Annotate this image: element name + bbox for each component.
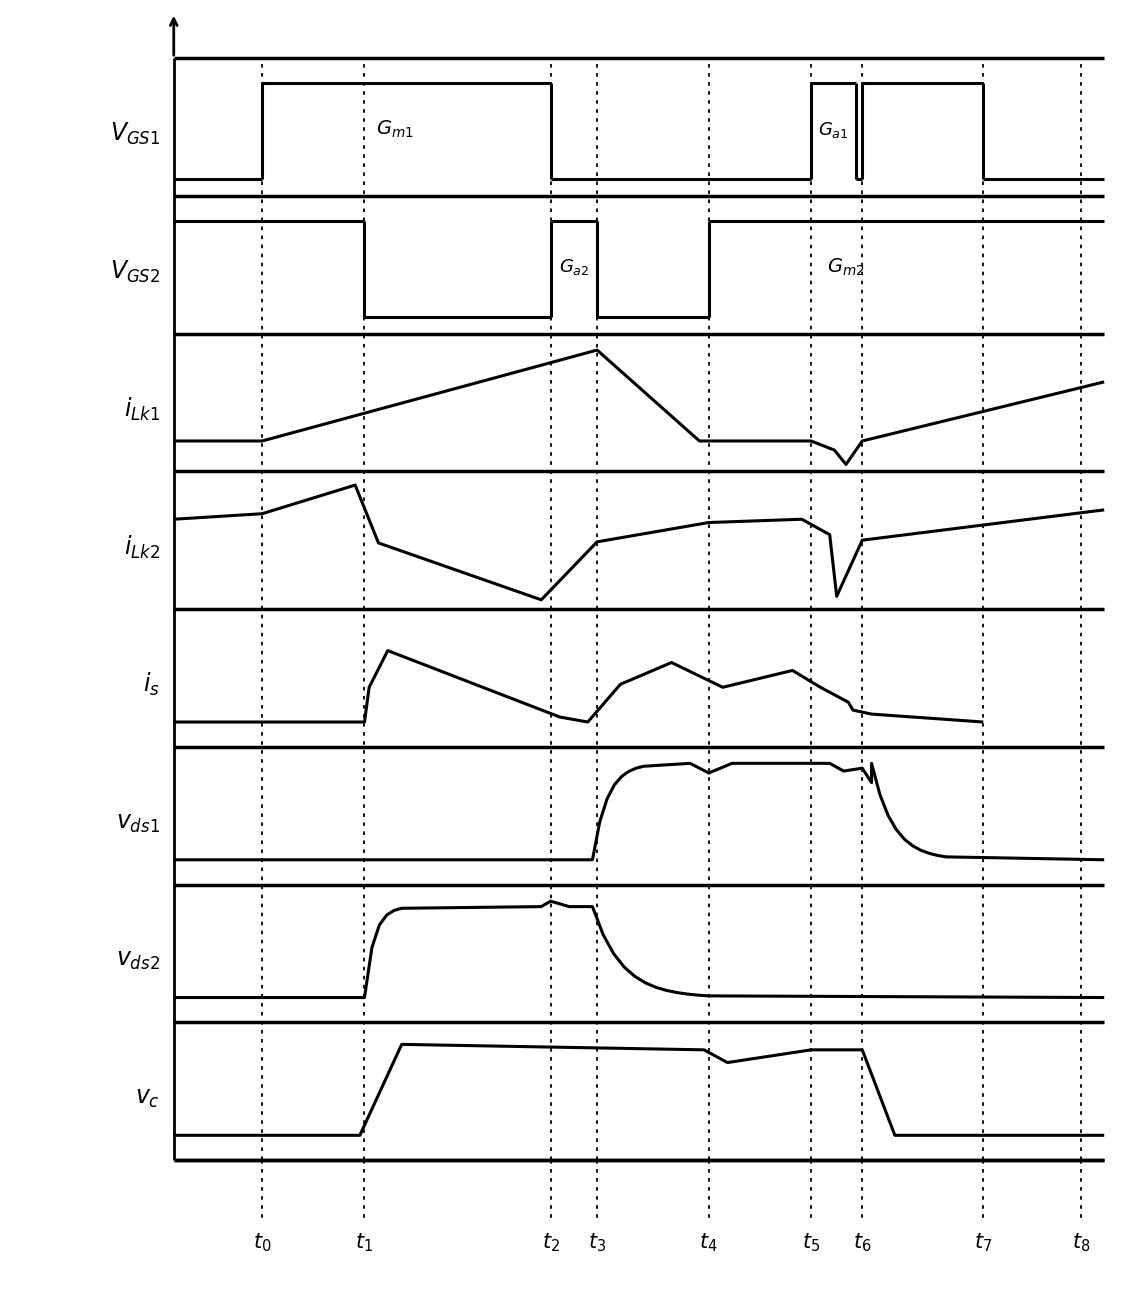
Text: $v_c$: $v_c$ [136,1087,160,1110]
Text: $G_{a2}$: $G_{a2}$ [558,258,589,277]
Text: $i_s$: $i_s$ [143,672,160,699]
Text: $v_{ds2}$: $v_{ds2}$ [117,949,160,972]
Text: $t_7$: $t_7$ [974,1231,992,1254]
Text: $t_6$: $t_6$ [853,1231,871,1254]
Text: $t_4$: $t_4$ [700,1231,719,1254]
Text: $t_8$: $t_8$ [1072,1231,1090,1254]
Text: $t_5$: $t_5$ [802,1231,821,1254]
Text: $t_3$: $t_3$ [589,1231,606,1254]
Text: $V_{GS2}$: $V_{GS2}$ [110,258,160,285]
Text: $v_{ds1}$: $v_{ds1}$ [117,811,160,834]
Text: $t_2$: $t_2$ [541,1231,559,1254]
Text: $G_{m2}$: $G_{m2}$ [827,257,864,278]
Text: $G_{a1}$: $G_{a1}$ [818,120,849,139]
Text: $t_0$: $t_0$ [253,1231,271,1254]
Text: $t_1$: $t_1$ [355,1231,373,1254]
Text: $V_{GS1}$: $V_{GS1}$ [110,121,160,147]
Text: $i_{Lk1}$: $i_{Lk1}$ [124,396,160,423]
Text: $i_{Lk2}$: $i_{Lk2}$ [124,534,160,561]
Text: $G_{m1}$: $G_{m1}$ [377,119,414,141]
